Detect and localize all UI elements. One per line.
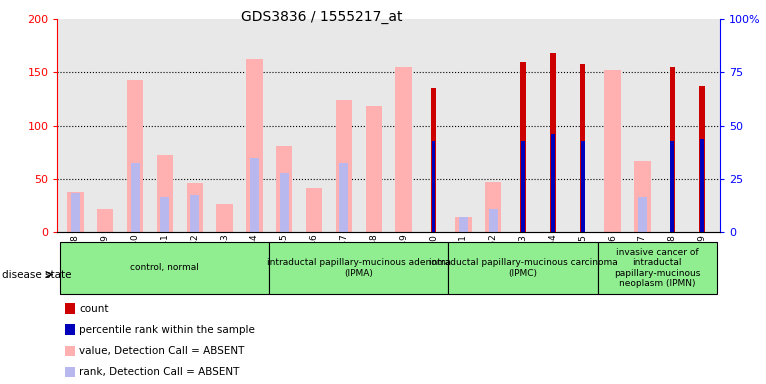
Bar [634,161,650,232]
Bar [669,67,675,232]
Bar [246,59,263,232]
Bar [190,195,199,232]
Bar [699,86,705,232]
Text: GDS3836 / 1555217_at: GDS3836 / 1555217_at [241,10,402,23]
Bar [97,209,113,232]
Text: percentile rank within the sample: percentile rank within the sample [79,325,255,335]
Bar [581,141,584,232]
Bar [71,193,80,232]
Bar [459,217,468,232]
Bar [339,163,349,232]
Bar [336,100,352,232]
Bar [432,141,435,232]
Bar [448,242,597,294]
Text: value, Detection Call = ABSENT: value, Detection Call = ABSENT [79,346,244,356]
Bar [700,139,704,232]
Bar [127,80,143,232]
Bar [489,209,498,232]
Text: invasive cancer of
intraductal
papillary-mucinous
neoplasm (IPMN): invasive cancer of intraductal papillary… [614,248,701,288]
Bar [430,88,436,232]
Bar [604,70,620,232]
Bar [485,182,502,232]
Bar [520,62,525,232]
Text: intraductal papillary-mucinous adenoma
(IPMA): intraductal papillary-mucinous adenoma (… [267,258,451,278]
Bar [365,106,382,232]
Bar [551,134,555,232]
Bar [130,163,139,232]
Bar [580,64,585,232]
Bar [250,158,259,232]
Text: control, normal: control, normal [130,263,199,272]
Text: count: count [79,304,109,314]
Bar [61,242,270,294]
Bar [67,192,83,232]
Bar [670,141,674,232]
Text: intraductal papillary-mucinous carcinoma
(IPMC): intraductal papillary-mucinous carcinoma… [429,258,617,278]
Bar [280,173,289,232]
Bar [521,141,525,232]
Bar [157,154,173,232]
Bar [276,146,293,232]
Bar [638,197,647,232]
Bar [395,67,412,232]
Text: rank, Detection Call = ABSENT: rank, Detection Call = ABSENT [79,367,239,377]
Bar [270,242,448,294]
Bar [550,53,555,232]
Bar [187,183,203,232]
Bar [597,242,717,294]
Text: disease state: disease state [2,270,71,280]
Bar [160,197,169,232]
Bar [216,204,233,232]
Bar [306,187,322,232]
Bar [455,217,472,232]
